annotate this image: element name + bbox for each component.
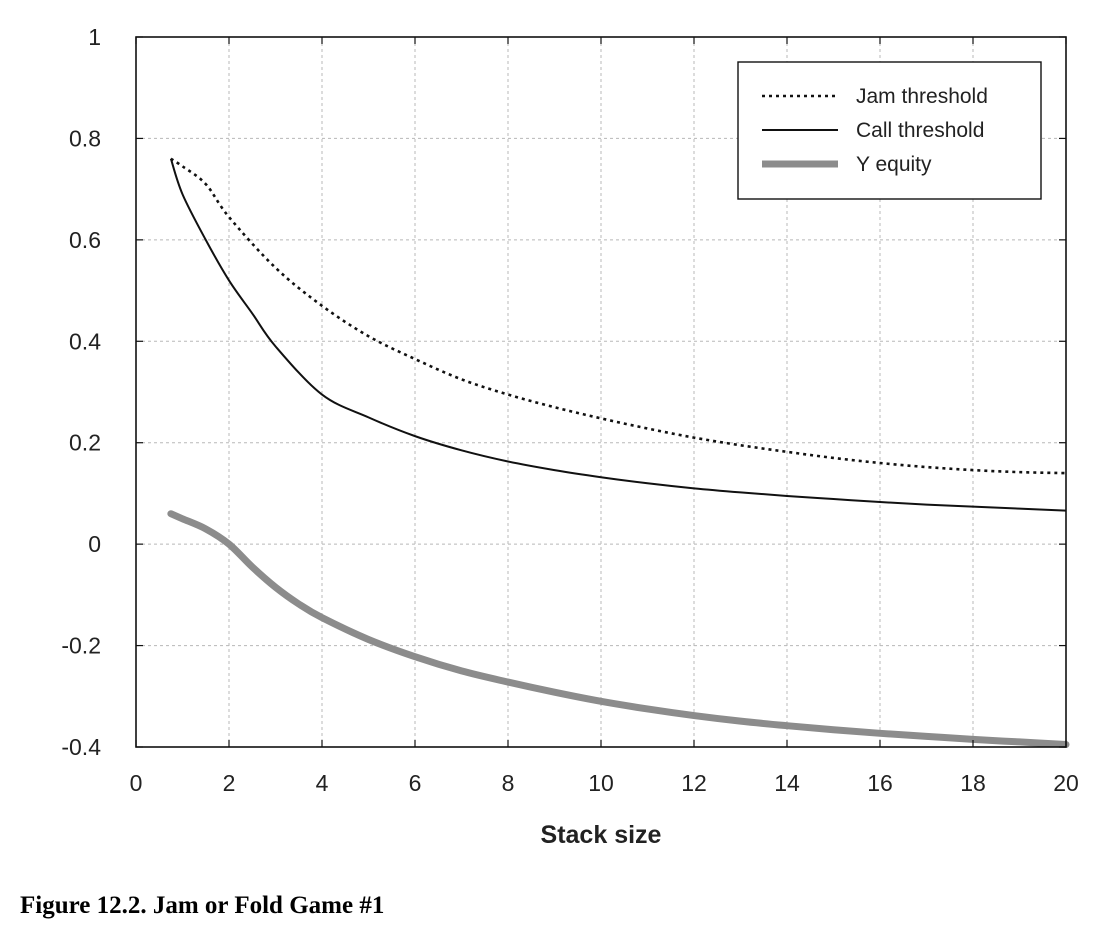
legend-label-call-threshold: Call threshold [856,119,984,142]
x-tick-label: 10 [588,770,614,796]
x-tick-label: 16 [867,770,893,796]
x-tick-label: 12 [681,770,707,796]
x-tick-label: 4 [316,770,329,796]
x-tick-label: 20 [1053,770,1079,796]
legend: Jam threshold Call threshold Y equity [737,61,1042,200]
series-line-jam-threshold [170,157,1067,475]
y-tick-label: -0.4 [61,734,101,760]
y-tick-label: 1 [88,24,101,50]
x-tick-label: 6 [409,770,422,796]
legend-label-jam-threshold: Jam threshold [856,85,988,108]
series-line-call-threshold [169,158,1067,512]
tick-layer: 0 2 4 6 8 10 12 14 16 18 20 -0.4 -0.2 0 0.2 0.4 0.6 0.8 1 [61,24,1078,796]
x-tick-label: 0 [130,770,143,796]
y-tick-label: 0 [88,531,101,557]
series-line-y-equity [167,510,1070,748]
y-tick-label: 0.4 [69,328,101,354]
y-tick-label: 0.8 [69,125,101,151]
x-tick-label: 18 [960,770,986,796]
x-axis-title: Stack size [541,821,662,849]
series-layer [167,157,1070,748]
x-tick-label: 8 [502,770,515,796]
x-tick-label: 14 [774,770,800,796]
y-tick-label: 0.6 [69,227,101,253]
legend-label-y-equity: Y equity [856,153,932,176]
grid-layer [136,37,1066,747]
y-tick-label: -0.2 [61,633,101,659]
x-tick-label: 2 [223,770,236,796]
figure-caption: Figure 12.2. Jam or Fold Game #1 [20,892,385,919]
chart: 0 2 4 6 8 10 12 14 16 18 20-0.4-0.200.20.40.60.81 … [61,24,1078,849]
y-tick-label: 0.2 [69,430,101,456]
